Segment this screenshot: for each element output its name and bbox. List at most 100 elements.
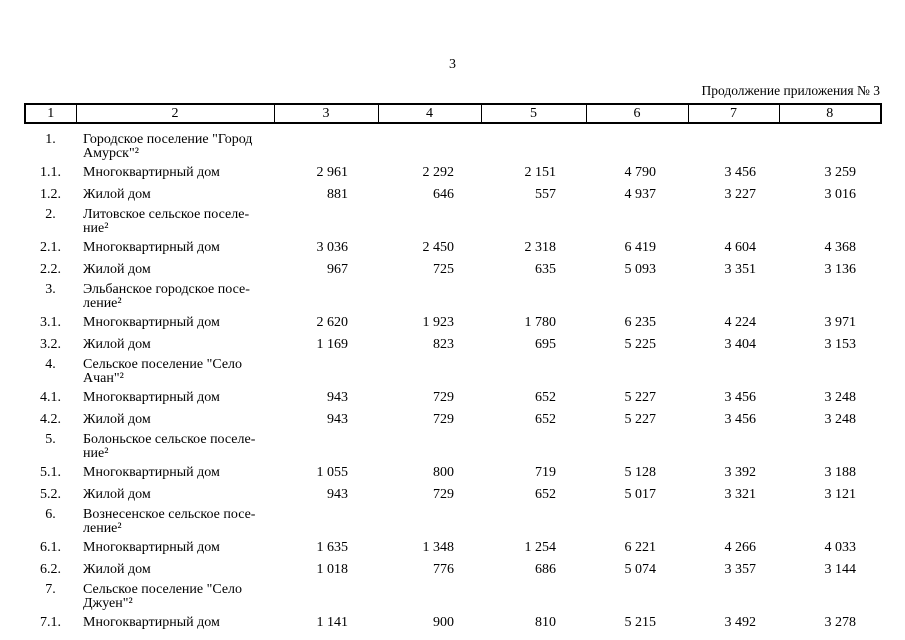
row-number: 4.1. — [40, 390, 61, 405]
table-row: 5. Болоньское сельское поселе- ние² — [25, 430, 881, 461]
row-name: Болоньское сельское поселе- ние² — [83, 432, 256, 461]
row-name: Жилой дом — [83, 487, 151, 502]
row-name: Жилой дом — [83, 262, 151, 277]
row-number: 5.2. — [40, 487, 61, 502]
value-cell: 881 — [327, 187, 348, 202]
value-cell: 2 318 — [524, 240, 557, 255]
value-cell: 3 136 — [824, 262, 857, 277]
column-header-4: 4 — [377, 103, 482, 124]
row-name: Жилой дом — [83, 337, 151, 352]
table-header: 1 2 3 4 5 6 7 8 — [24, 103, 882, 124]
value-cell — [779, 280, 881, 311]
value-cell — [586, 580, 688, 611]
column-header-7: 7 — [687, 103, 780, 124]
value-cell: 5 215 — [624, 615, 657, 630]
value-cell — [688, 580, 779, 611]
value-cell — [481, 580, 586, 611]
value-cell — [481, 205, 586, 236]
value-cell: 729 — [433, 412, 454, 427]
value-cell — [586, 430, 688, 461]
column-header-5: 5 — [480, 103, 587, 124]
value-cell: 2 961 — [316, 165, 349, 180]
row-name: Вознесенское сельское посе- ление² — [83, 507, 256, 536]
row-number: 6.1. — [40, 540, 61, 555]
value-cell — [586, 355, 688, 386]
value-cell: 3 351 — [724, 262, 757, 277]
value-cell: 1 254 — [524, 540, 557, 555]
value-cell: 3 036 — [316, 240, 349, 255]
value-cell — [274, 355, 378, 386]
value-cell — [274, 280, 378, 311]
row-number: 7. — [45, 582, 56, 597]
value-cell — [274, 580, 378, 611]
value-cell — [779, 123, 881, 161]
value-cell: 6 419 — [624, 240, 657, 255]
value-cell — [779, 430, 881, 461]
value-cell: 5 017 — [624, 487, 657, 502]
row-name: Многоквартирный дом — [83, 390, 220, 405]
value-cell: 4 033 — [824, 540, 857, 555]
value-cell — [688, 355, 779, 386]
value-cell: 557 — [535, 187, 556, 202]
table-row: 5.2. Жилой дом 943 729 652 5 017 3 321 3… — [25, 483, 881, 505]
table-row: 3.1. Многоквартирный дом 2 620 1 923 1 7… — [25, 311, 881, 333]
table-row: 3. Эльбанское городское посе- ление² — [25, 280, 881, 311]
table-row: 1.2. Жилой дом 881 646 557 4 937 3 227 3… — [25, 183, 881, 205]
value-cell: 800 — [433, 465, 454, 480]
value-cell — [378, 123, 481, 161]
table-body: 1. Городское поселение "Город Амурск"² 1… — [25, 123, 881, 633]
value-cell — [378, 505, 481, 536]
row-name: Жилой дом — [83, 412, 151, 427]
value-cell: 5 074 — [624, 562, 657, 577]
value-cell: 1 780 — [524, 315, 557, 330]
value-cell: 3 392 — [724, 465, 757, 480]
value-cell — [378, 355, 481, 386]
row-number: 7.1. — [40, 615, 61, 630]
value-cell — [779, 580, 881, 611]
value-cell — [688, 505, 779, 536]
row-name: Жилой дом — [83, 562, 151, 577]
value-cell: 1 635 — [316, 540, 349, 555]
column-header-3: 3 — [273, 103, 379, 124]
row-number: 3.2. — [40, 337, 61, 352]
value-cell: 5 225 — [624, 337, 657, 352]
row-number: 6. — [45, 507, 56, 522]
row-name: Многоквартирный дом — [83, 165, 220, 180]
value-cell: 3 971 — [824, 315, 857, 330]
row-number: 1. — [45, 132, 56, 147]
value-cell: 3 278 — [824, 615, 857, 630]
table-row: 6.2. Жилой дом 1 018 776 686 5 074 3 357… — [25, 558, 881, 580]
value-cell — [779, 355, 881, 386]
value-cell: 5 128 — [624, 465, 657, 480]
value-cell — [378, 430, 481, 461]
value-cell: 3 456 — [724, 412, 757, 427]
value-cell: 1 169 — [316, 337, 349, 352]
value-cell — [274, 505, 378, 536]
table-row: 2.2. Жилой дом 967 725 635 5 093 3 351 3… — [25, 258, 881, 280]
value-cell: 4 790 — [624, 165, 657, 180]
value-cell: 652 — [535, 412, 556, 427]
value-cell: 967 — [327, 262, 348, 277]
value-cell: 652 — [535, 390, 556, 405]
value-cell: 4 937 — [624, 187, 657, 202]
value-cell: 3 248 — [824, 390, 857, 405]
value-cell: 943 — [327, 412, 348, 427]
value-cell: 943 — [327, 390, 348, 405]
value-cell: 729 — [433, 390, 454, 405]
value-cell: 3 248 — [824, 412, 857, 427]
row-name: Жилой дом — [83, 187, 151, 202]
row-name: Многоквартирный дом — [83, 465, 220, 480]
value-cell: 3 259 — [824, 165, 857, 180]
appendix-continuation-label: Продолжение приложения № 3 — [701, 83, 880, 98]
table-row: 2. Литовское сельское поселе- ние² — [25, 205, 881, 236]
value-cell: 4 604 — [724, 240, 757, 255]
table-row: 5.1. Многоквартирный дом 1 055 800 719 5… — [25, 461, 881, 483]
value-cell — [481, 505, 586, 536]
value-cell: 943 — [327, 487, 348, 502]
row-number: 2.2. — [40, 262, 61, 277]
value-cell: 3 188 — [824, 465, 857, 480]
value-cell: 1 055 — [316, 465, 349, 480]
value-cell: 6 221 — [624, 540, 657, 555]
table-row: 1.1. Многоквартирный дом 2 961 2 292 2 1… — [25, 161, 881, 183]
